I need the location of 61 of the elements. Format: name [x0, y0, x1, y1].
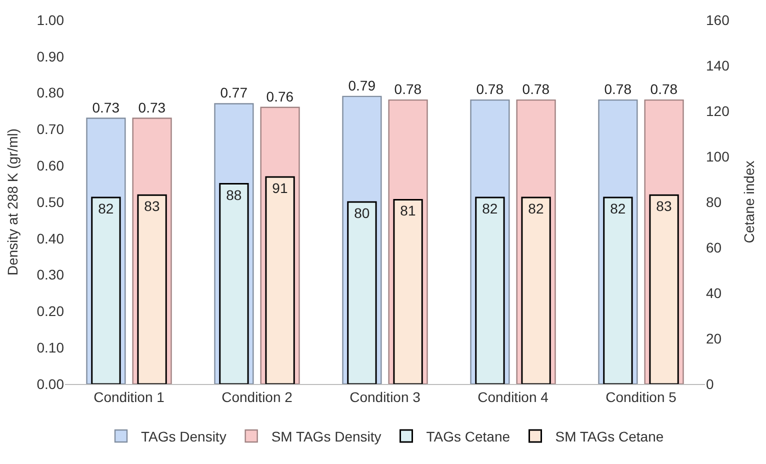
data-label: 91 — [272, 180, 288, 196]
y-tick-label: 0.70 — [36, 121, 64, 138]
y2-tick-label: 0 — [706, 376, 714, 392]
data-label: 88 — [226, 186, 242, 203]
y2-tick-label: 140 — [706, 57, 730, 74]
x-tick-label: Condition 4 — [478, 388, 549, 405]
bar — [649, 194, 679, 384]
x-tick-label: Condition 5 — [606, 388, 677, 405]
data-label: 82 — [528, 200, 544, 216]
data-label: 0.78 — [604, 81, 632, 98]
y-axis-title: Density at 288 K (gr/ml) — [4, 128, 20, 276]
data-label: 82 — [610, 200, 626, 216]
y-tick-label: 0.90 — [36, 48, 64, 64]
bar — [475, 196, 505, 384]
y-tick-label: 0.40 — [36, 230, 64, 246]
data-label: 82 — [482, 200, 498, 216]
y-tick-label: 0.80 — [36, 84, 64, 101]
legend-label: TAGs Cetane — [426, 428, 510, 444]
y2-tick-label: 20 — [706, 330, 722, 346]
bar — [265, 176, 295, 384]
x-tick-label: Condition 3 — [350, 388, 421, 405]
y2-tick-label: 60 — [706, 239, 722, 256]
bar — [347, 201, 377, 384]
y2-tick-label: 100 — [706, 148, 730, 164]
y2-tick-label: 120 — [706, 102, 730, 119]
legend-label: SM TAGs Density — [271, 428, 382, 444]
data-label: 0.78 — [394, 81, 422, 98]
y-tick-label: 0.20 — [36, 303, 64, 320]
data-label: 80 — [354, 205, 370, 221]
y2-tick-label: 160 — [706, 12, 730, 28]
y2-axis-title: Cetane index — [740, 160, 757, 244]
y-tick-label: 1.00 — [36, 12, 64, 28]
y-tick-label: 0.10 — [36, 340, 64, 356]
data-label: 83 — [144, 198, 160, 214]
data-label: 0.73 — [138, 99, 166, 116]
data-label: 0.73 — [92, 99, 120, 116]
data-label: 0.76 — [266, 88, 294, 104]
y-tick-label: 0.00 — [36, 376, 64, 392]
data-label: 83 — [656, 198, 672, 214]
data-label: 0.78 — [522, 81, 550, 98]
data-label: 0.77 — [220, 84, 248, 101]
data-label: 0.78 — [650, 81, 678, 98]
bar — [393, 198, 423, 384]
y-tick-label: 0.30 — [36, 266, 64, 283]
data-label: 0.79 — [348, 77, 376, 94]
bar — [521, 196, 551, 384]
y2-tick-label: 80 — [706, 194, 722, 210]
y-tick-label: 0.50 — [36, 194, 64, 210]
bar — [219, 183, 249, 384]
legend-label: SM TAGs Cetane — [555, 428, 664, 444]
bar — [91, 196, 121, 384]
y2-tick-label: 40 — [706, 284, 722, 301]
data-label: 81 — [400, 202, 416, 219]
data-label: 0.78 — [476, 81, 504, 98]
y-tick-label: 0.60 — [36, 158, 64, 174]
bar — [603, 196, 633, 384]
data-label: 82 — [98, 200, 114, 216]
legend-label: TAGs Density — [141, 428, 226, 444]
x-tick-label: Condition 1 — [94, 388, 165, 405]
bar — [137, 194, 167, 384]
x-tick-label: Condition 2 — [222, 388, 293, 405]
